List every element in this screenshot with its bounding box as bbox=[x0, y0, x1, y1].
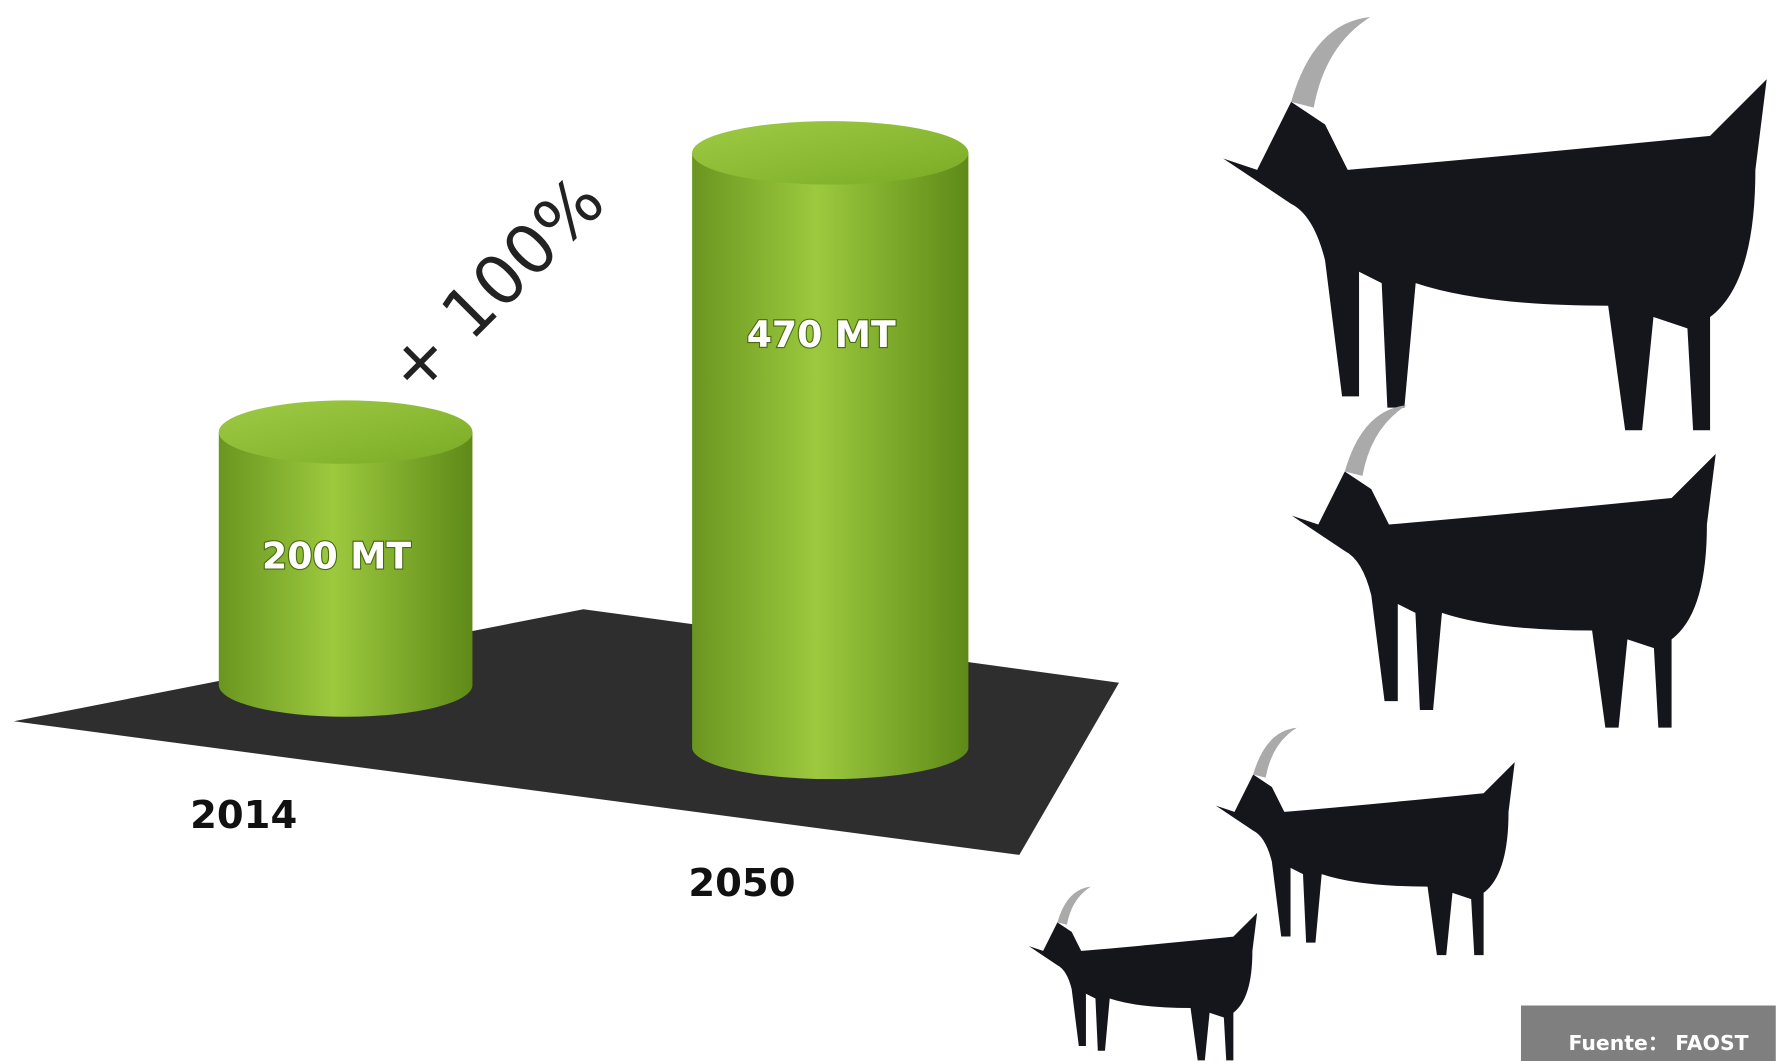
goat bbox=[1291, 405, 1716, 728]
value-label: 200 MT bbox=[262, 535, 411, 578]
goat bbox=[1028, 886, 1258, 1061]
source: Fuente： FAOST bbox=[1569, 1031, 1749, 1055]
cylinder bbox=[218, 432, 473, 717]
cylinder-top bbox=[692, 121, 969, 185]
source-box bbox=[1520, 1005, 1776, 1061]
x-tick-label: 2050 bbox=[688, 861, 795, 906]
annotation: + 100% bbox=[371, 162, 620, 411]
cylinder bbox=[692, 152, 969, 780]
goat-illustrations bbox=[1028, 16, 1767, 1061]
cylinder-top bbox=[218, 400, 473, 464]
value-label: 470 MT bbox=[747, 313, 896, 356]
x-tick-label: 2014 bbox=[190, 793, 297, 838]
goat bbox=[1215, 727, 1515, 956]
goat bbox=[1223, 16, 1767, 431]
